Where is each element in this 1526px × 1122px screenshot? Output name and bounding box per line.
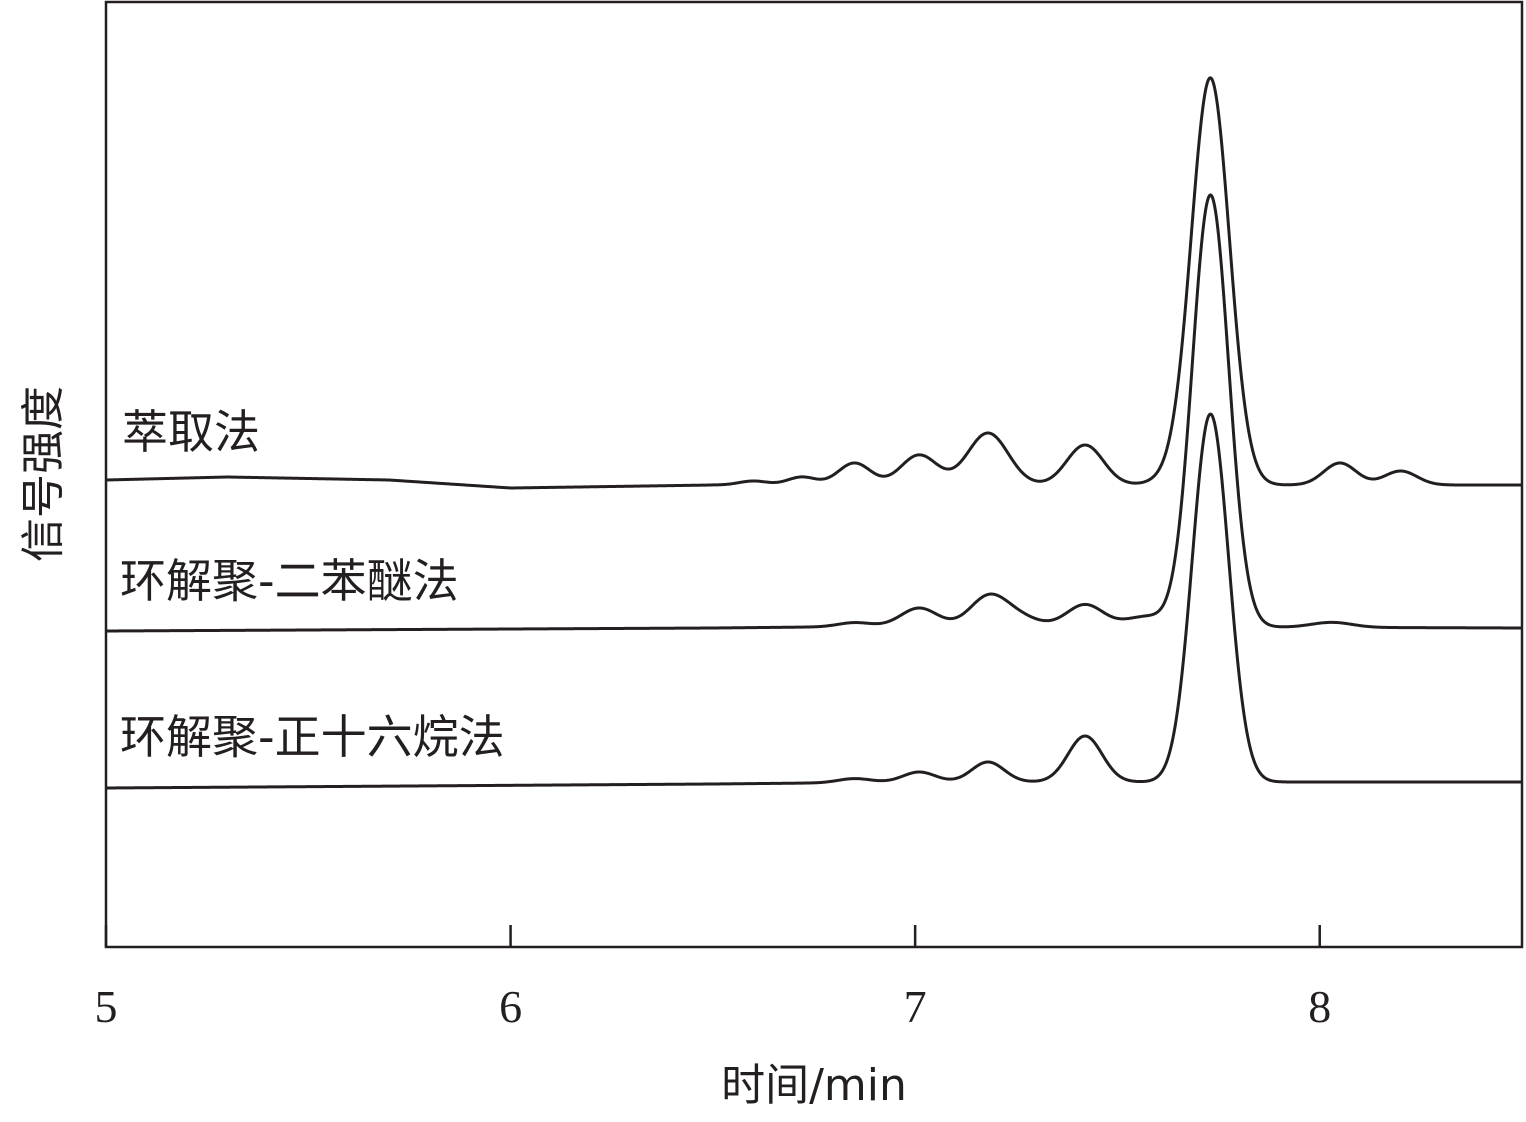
plot-frame	[104, 0, 1524, 949]
x-tick-label: 5	[95, 981, 118, 1032]
x-tick-label: 6	[499, 981, 522, 1032]
y-axis-title: 信号强度	[18, 386, 69, 562]
x-tick-label: 8	[1308, 981, 1331, 1032]
series-line-1	[105, 76, 1523, 490]
series-label-2: 环解聚-二苯醚法	[120, 554, 459, 608]
series-label-3: 环解聚-正十六烷法	[120, 710, 505, 764]
x-axis-title: 时间/min	[721, 1060, 907, 1111]
series-group	[105, 76, 1523, 790]
x-tick-label: 7	[904, 981, 927, 1032]
series-line-2	[105, 193, 1523, 633]
x-ticks: 5 6 7 8	[95, 925, 1331, 1032]
series-line-3	[105, 412, 1523, 790]
series-label-1: 萃取法	[122, 405, 260, 459]
